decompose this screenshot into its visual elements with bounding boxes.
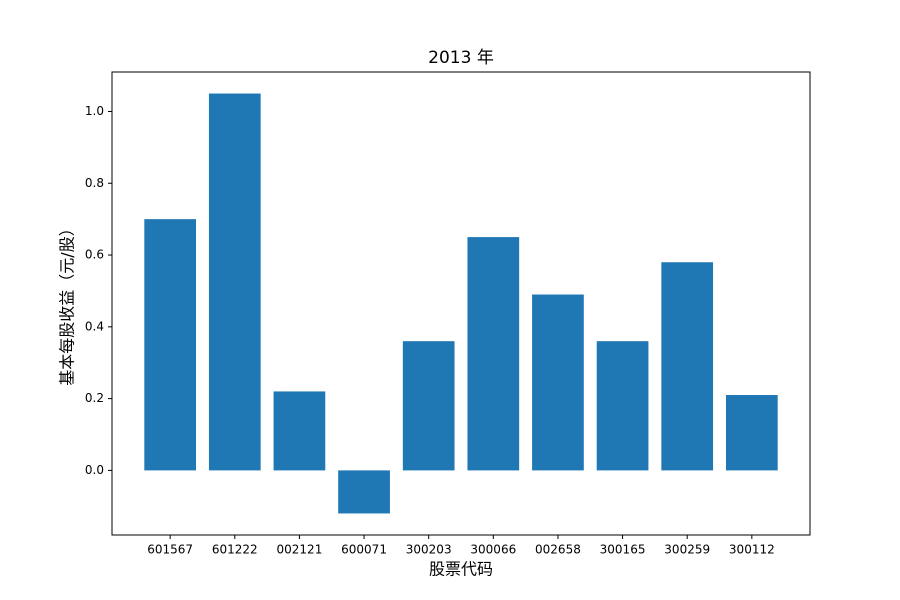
bar xyxy=(338,470,390,514)
x-tick-label: 601567 xyxy=(147,543,193,557)
bar xyxy=(532,294,584,471)
x-tick-label: 300165 xyxy=(600,543,646,557)
y-tick-label: 1.0 xyxy=(85,104,104,118)
chart-title: 2013 年 xyxy=(428,48,494,68)
bar xyxy=(467,237,520,471)
y-tick-label: 0.6 xyxy=(85,248,104,262)
bar xyxy=(273,391,326,471)
y-tick-label: 0.2 xyxy=(85,391,104,405)
x-tick-label: 601222 xyxy=(212,543,258,557)
plot-frame xyxy=(111,71,811,536)
y-tick-label: 0.0 xyxy=(85,463,104,477)
bar xyxy=(596,341,649,471)
x-axis-label: 股票代码 xyxy=(429,560,493,579)
x-tick-label: 002121 xyxy=(277,543,323,557)
y-tick-label: 0.8 xyxy=(85,176,104,190)
x-tick-label: 300112 xyxy=(729,543,775,557)
bar xyxy=(661,262,714,471)
bar xyxy=(144,219,197,471)
x-tick-label: 300203 xyxy=(406,543,452,557)
y-tick-label: 0.4 xyxy=(85,319,104,333)
bar xyxy=(208,93,261,471)
x-tick-label: 600071 xyxy=(341,543,387,557)
bar xyxy=(725,395,778,471)
x-tick-label: 002658 xyxy=(535,543,581,557)
x-tick-label: 300259 xyxy=(664,543,710,557)
y-axis-label: 基本每股收益（元/股） xyxy=(58,220,77,385)
x-tick-label: 300066 xyxy=(470,543,516,557)
bar xyxy=(402,341,455,471)
